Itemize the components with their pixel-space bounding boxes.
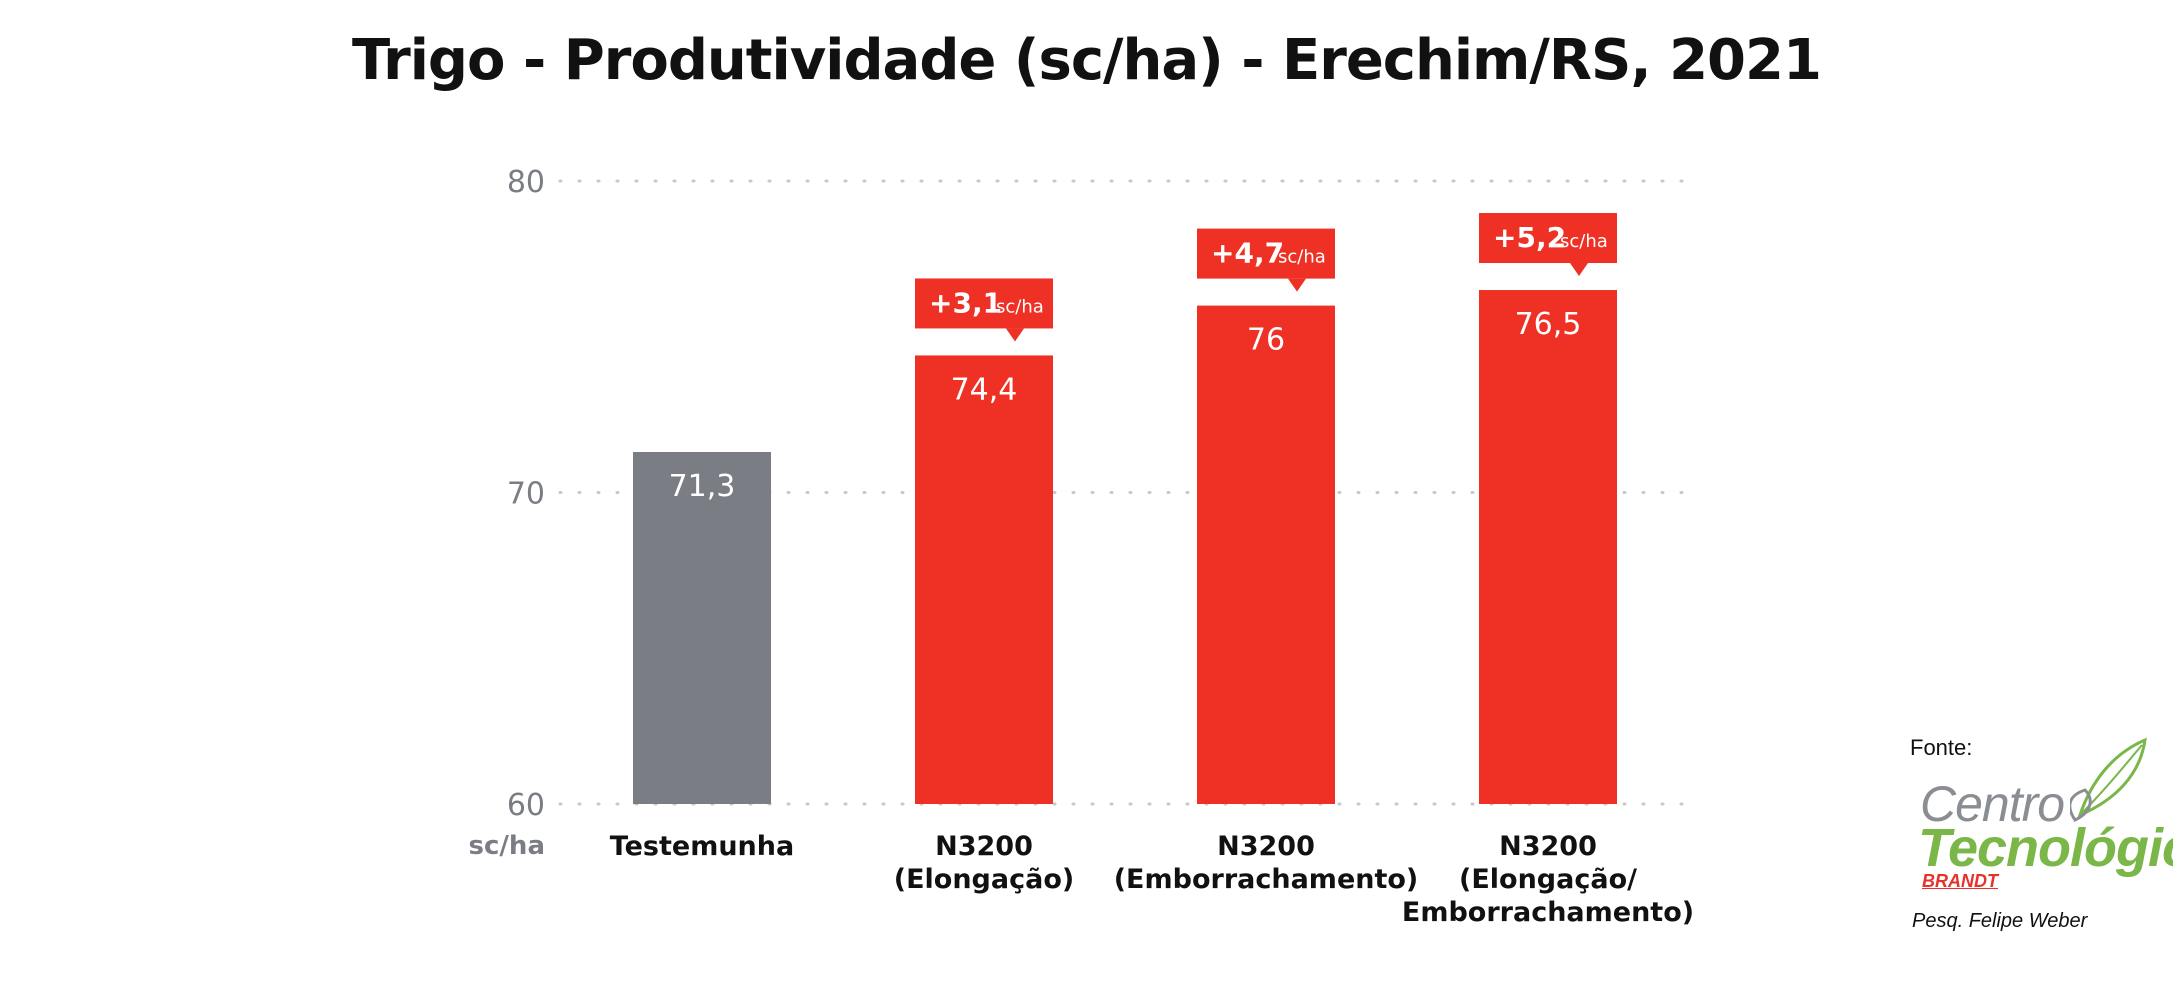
x-tick-label: (Elongação/ (1459, 864, 1637, 895)
x-tick-label: Emborrachamento) (1402, 897, 1694, 928)
gain-label: +5,2 (1493, 221, 1566, 254)
x-tick-label: (Emborrachamento) (1114, 864, 1419, 895)
x-tick-label: N3200 (1499, 831, 1597, 862)
bar (633, 452, 771, 804)
bar (1479, 290, 1617, 804)
data-label: 71,3 (669, 469, 736, 504)
x-tick-label: (Elongação) (894, 864, 1074, 895)
gain-callout-pointer (1288, 278, 1306, 292)
gain-callout-pointer (1570, 263, 1588, 277)
x-tick-label: Testemunha (610, 831, 794, 862)
y-tick-label: 80 (507, 165, 545, 200)
gain-label: +4,7 (1211, 237, 1284, 270)
gain-unit-label: sc/ha (1278, 247, 1326, 268)
gain-callout-pointer (1006, 328, 1024, 342)
bar (915, 355, 1053, 804)
x-tick-label: N3200 (1217, 831, 1315, 862)
data-label: 74,4 (951, 372, 1018, 407)
source-label: Fonte: (1910, 735, 1973, 760)
bar (1197, 305, 1335, 804)
data-label: 76,5 (1515, 307, 1582, 342)
source-block: Fonte: Centro Tecnológico BRANDT Pesq. F… (1910, 735, 2173, 932)
y-tick-label: 60 (507, 788, 545, 823)
x-tick-label: N3200 (935, 831, 1033, 862)
gain-unit-label: sc/ha (996, 296, 1044, 317)
gain-callout-box (915, 278, 1053, 329)
chart-title: Trigo - Produtividade (sc/ha) - Erechim/… (352, 28, 1822, 93)
gain-callout-box (1479, 213, 1617, 264)
logo-brand: BRANDT (1922, 871, 1998, 891)
gain-unit-label: sc/ha (1560, 231, 1608, 252)
logo-text-centro: Centro (1920, 776, 2065, 832)
gain-callout-box (1197, 228, 1335, 279)
source-author: Pesq. Felipe Weber (1912, 910, 2088, 932)
y-tick-label: 70 (507, 477, 545, 512)
y-axis-label: sc/ha (469, 831, 545, 861)
logo-text-tecnologico: Tecnológico (1918, 818, 2173, 878)
gain-label: +3,1 (929, 286, 1002, 319)
leaf-icon (2070, 737, 2147, 822)
data-label: 76 (1247, 323, 1285, 358)
